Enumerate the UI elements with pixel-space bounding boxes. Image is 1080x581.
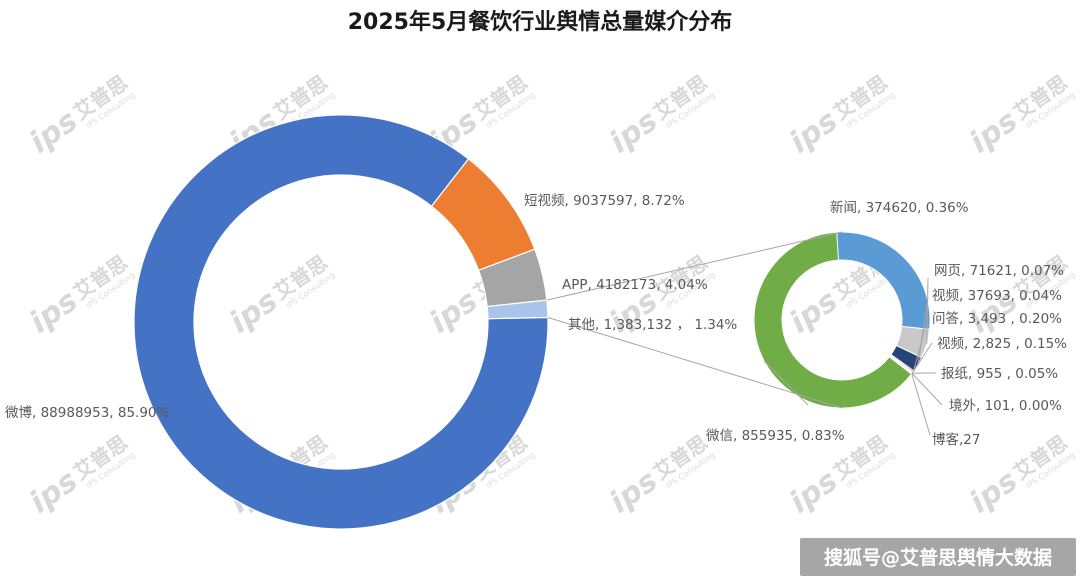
footer-background [800, 538, 1076, 576]
sub-label-1: 网页, 71621, 0.07% [934, 263, 1064, 279]
sub-leader-4 [912, 342, 933, 373]
connector-top [546, 231, 843, 301]
connector-bottom [547, 316, 843, 409]
main-slice-3 [133, 114, 549, 530]
sub-label-8: 微信, 855935, 0.83% [706, 428, 845, 444]
sub-donut [753, 231, 931, 409]
main-label-1: APP, 4182173, 4.04% [562, 277, 708, 293]
sub-leader-8 [763, 360, 809, 406]
sub-leader-7 [911, 373, 931, 436]
sub-label-4: 视频, 2,825 , 0.15% [937, 336, 1067, 352]
sub-leader-2 [917, 296, 929, 365]
main-donut [133, 114, 549, 530]
sub-label-7: 博客,27 [932, 431, 980, 448]
chart-title: 2025年5月餐饮行业舆情总量媒介分布 [348, 9, 733, 35]
sub-label-5: 报纸, 955 , 0.05% [941, 366, 1058, 382]
main-label-2: 其他, 1,383,132 ， 1.34% [568, 317, 737, 333]
connector-lines [546, 231, 843, 409]
sub-leader-6 [911, 372, 943, 406]
slice-labels: 短视频, 9037597, 8.72% APP, 4182173, 4.04% 其他… [5, 193, 1067, 448]
sub-label-0: 新闻, 374620, 0.36% [830, 200, 969, 216]
sub-label-3: 问答, 3,493 , 0.20% [932, 310, 1062, 327]
sub-label-6: 境外, 101, 0.00% [949, 398, 1062, 414]
sub-slice-8 [753, 231, 913, 409]
sub-leader-1 [926, 277, 929, 344]
main-label-3: 微博, 88988953, 85.90% [5, 404, 170, 421]
footer-text: 搜狐号@艾普思舆情大数据 [824, 546, 1052, 569]
sub-leader-3 [912, 317, 929, 372]
sub-label-2: 视频, 37693, 0.04% [932, 288, 1062, 304]
footer-banner: 搜狐号@艾普思舆情大数据 [800, 538, 1076, 576]
main-label-0: 短视频, 9037597, 8.72% [524, 193, 685, 209]
